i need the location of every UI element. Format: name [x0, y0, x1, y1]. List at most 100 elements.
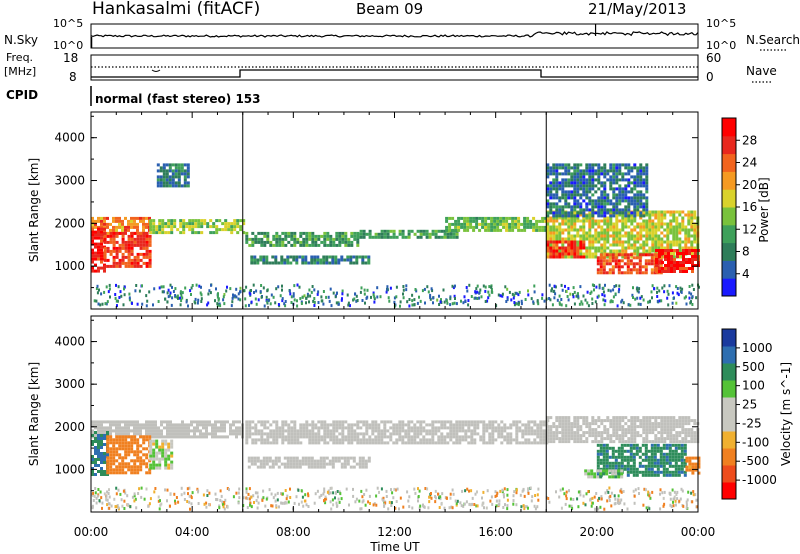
- velocity-cell: [611, 452, 615, 456]
- power-cell: [118, 222, 121, 226]
- power-cell: [91, 254, 94, 258]
- power-cell: [678, 210, 682, 214]
- power-cell: [552, 169, 556, 173]
- velocity-cell: [638, 455, 642, 459]
- power-cell: [359, 235, 363, 239]
- power-cell: [502, 222, 506, 226]
- velocity-cell: [672, 416, 676, 420]
- power-noise-cell: [601, 293, 604, 297]
- velocity-cell: [184, 435, 187, 439]
- velocity-cell: [617, 467, 621, 471]
- power-noise-cell: [170, 303, 173, 307]
- power-cell: [639, 196, 643, 200]
- power-cell: [100, 248, 103, 252]
- power-cell: [579, 184, 583, 188]
- velocity-cell: [395, 432, 399, 436]
- power-cell: [624, 231, 628, 235]
- power-cell: [639, 216, 643, 220]
- power-noise-cell: [223, 302, 226, 306]
- power-cell: [286, 258, 290, 262]
- power-cell: [100, 230, 103, 234]
- power-cell: [663, 234, 667, 238]
- velocity-cell: [615, 422, 619, 426]
- velocity-cell: [103, 458, 106, 461]
- power-cell: [355, 261, 359, 265]
- velocity-cell: [416, 435, 420, 439]
- power-cell: [638, 256, 642, 260]
- power-cell: [549, 249, 553, 253]
- power-cell: [621, 255, 625, 259]
- power-cell: [687, 240, 691, 244]
- velocity-cell: [401, 426, 405, 430]
- power-cell: [368, 232, 372, 236]
- power-noise-cell: [681, 287, 684, 291]
- velocity-cell: [310, 465, 314, 469]
- power-cell: [573, 255, 577, 259]
- power-cell: [663, 216, 667, 220]
- power-cell: [644, 271, 648, 275]
- power-cell: [603, 243, 607, 247]
- power-noise-cell: [296, 299, 298, 303]
- power-cell: [180, 166, 184, 170]
- power-cell: [103, 246, 107, 250]
- power-cell: [594, 237, 598, 241]
- velocity-cell: [332, 423, 336, 427]
- power-cell: [91, 230, 94, 234]
- power-cell: [94, 251, 97, 255]
- power-noise-cell: [219, 304, 222, 308]
- power-cell: [311, 237, 315, 241]
- velocity-cell: [254, 426, 258, 430]
- power-cell: [585, 181, 589, 185]
- velocity-cell: [449, 429, 453, 433]
- power-noise-cell: [690, 292, 693, 296]
- velocity-cell: [170, 445, 174, 449]
- power-cell: [283, 261, 287, 265]
- velocity-cell: [293, 420, 297, 424]
- power-cell: [274, 255, 278, 259]
- power-cell: [555, 190, 559, 194]
- power-cell: [212, 222, 216, 226]
- power-cell: [162, 184, 166, 188]
- power-cell: [576, 240, 580, 244]
- power-cell: [174, 184, 178, 188]
- velocity-cell: [256, 465, 260, 469]
- power-cell: [609, 210, 613, 214]
- velocity-cell: [364, 462, 368, 466]
- velocity-cell: [181, 426, 184, 430]
- power-noise-cell: [464, 300, 467, 303]
- power-cell: [162, 166, 166, 170]
- power-cell: [603, 208, 607, 212]
- power-cell: [679, 264, 682, 267]
- velocity-cell: [690, 419, 694, 423]
- power-cell: [121, 258, 125, 262]
- power-cell: [124, 240, 128, 244]
- power-cell: [374, 235, 378, 239]
- power-cell: [194, 222, 198, 226]
- velocity-cell: [639, 434, 643, 438]
- velocity-cell: [112, 468, 116, 472]
- power-noise-cell: [135, 284, 138, 287]
- power-cell: [100, 225, 103, 229]
- power-cell: [609, 166, 613, 170]
- power-cell: [552, 172, 556, 176]
- velocity-cell: [596, 467, 600, 471]
- velocity-cell: [644, 449, 648, 453]
- power-cell: [558, 252, 562, 256]
- power-noise-cell: [207, 301, 210, 305]
- velocity-cell: [632, 464, 636, 468]
- power-cell: [626, 268, 630, 272]
- velocity-cell: [488, 435, 492, 439]
- velocity-cell: [683, 458, 687, 462]
- velocity-cell: [292, 456, 296, 460]
- power-cell: [579, 163, 583, 167]
- power-cell: [642, 219, 646, 223]
- velocity-cell: [214, 429, 217, 433]
- power-cell: [94, 242, 97, 246]
- velocity-cell: [416, 426, 420, 430]
- power-cell: [588, 243, 592, 247]
- velocity-cell: [669, 437, 673, 441]
- power-cell: [675, 210, 679, 214]
- power-cell: [161, 219, 165, 223]
- power-cell: [588, 252, 592, 256]
- power-cell: [682, 270, 685, 273]
